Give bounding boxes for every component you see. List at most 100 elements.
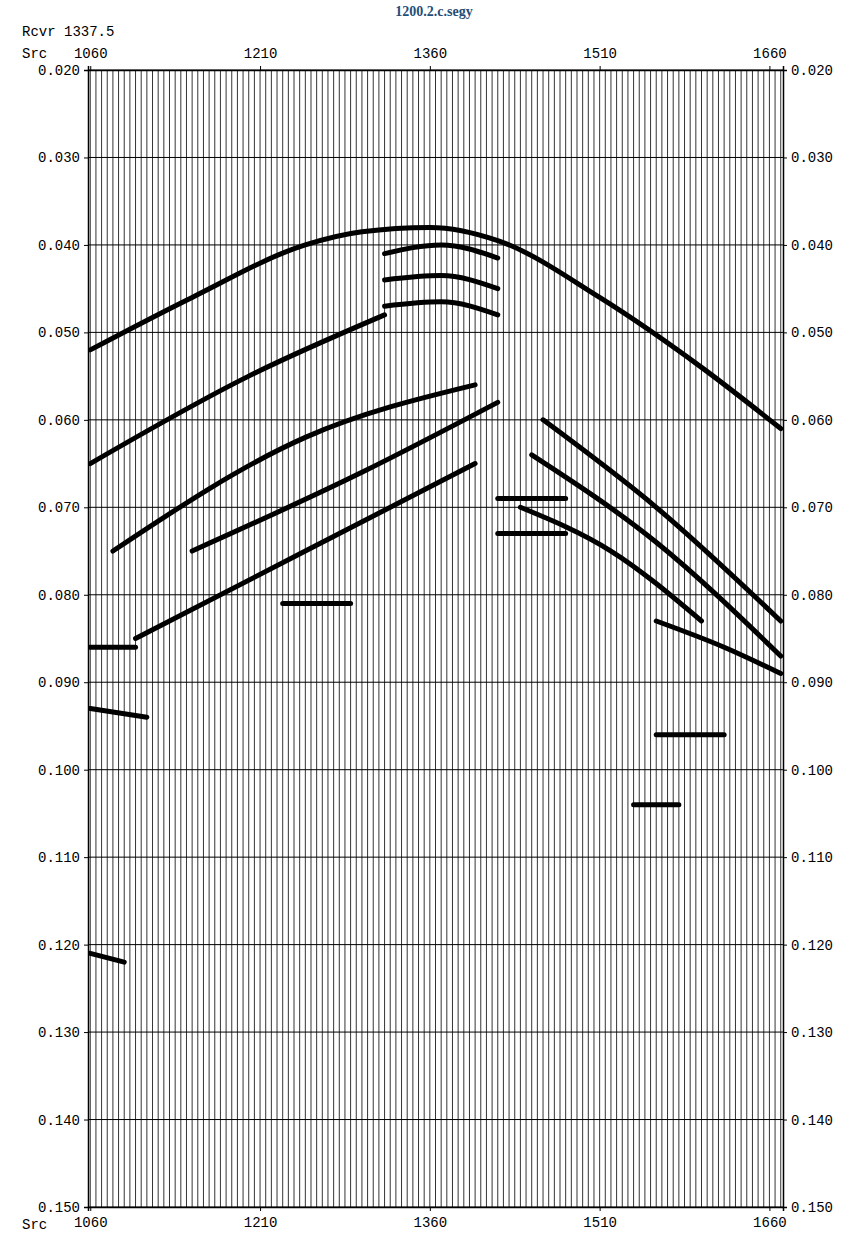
trace — [407, 70, 408, 1207]
tick-label: 0.150 — [38, 1200, 80, 1216]
trace — [226, 70, 227, 1207]
event — [532, 455, 781, 656]
tick-mark — [90, 66, 91, 70]
event — [90, 645, 135, 650]
tick-mark — [430, 66, 431, 70]
trace — [678, 70, 679, 1207]
trace — [560, 70, 561, 1207]
trace — [667, 70, 668, 1207]
trace — [469, 70, 470, 1207]
tick-mark — [84, 1207, 88, 1208]
tick-label: 0.130 — [791, 1025, 833, 1041]
trace — [412, 70, 413, 1207]
trace — [129, 70, 130, 1207]
tick-label: 0.110 — [791, 850, 833, 866]
trace — [593, 70, 594, 1207]
trace — [288, 70, 289, 1207]
trace — [548, 70, 549, 1207]
tick: 0.110 — [38, 850, 88, 866]
tick: 0.110 — [783, 850, 833, 866]
tick: 0.150 — [783, 1200, 833, 1216]
tick-label: 0.060 — [38, 413, 80, 429]
trace — [356, 70, 357, 1207]
tick-mark — [783, 595, 787, 596]
tick-mark — [84, 770, 88, 771]
tick: 0.140 — [38, 1113, 88, 1129]
tick: 0.130 — [38, 1025, 88, 1041]
trace — [350, 70, 351, 1207]
tick: 0.080 — [38, 588, 88, 604]
trace — [192, 70, 193, 1207]
tick-mark — [84, 332, 88, 333]
trace — [294, 70, 295, 1207]
tick: 1360 — [414, 1207, 448, 1231]
trace — [452, 70, 453, 1207]
tick-label: 0.100 — [38, 763, 80, 779]
trace — [265, 70, 266, 1207]
trace — [429, 70, 430, 1207]
trace — [118, 70, 119, 1207]
axis-line — [84, 71, 89, 1208]
trace — [395, 70, 396, 1207]
trace — [180, 70, 181, 1207]
trace — [622, 70, 623, 1207]
event — [498, 531, 566, 536]
tick-label: 0.090 — [38, 675, 80, 691]
trace — [220, 70, 221, 1207]
trace — [741, 70, 742, 1207]
trace — [231, 70, 232, 1207]
tick-mark — [84, 945, 88, 946]
tick-mark — [600, 1207, 601, 1211]
trace — [282, 70, 283, 1207]
tick-mark — [783, 420, 787, 421]
trace — [418, 70, 419, 1207]
tick-label: 1060 — [74, 46, 108, 62]
tick: 0.120 — [783, 938, 833, 954]
corner-value: 1337.5 — [64, 24, 114, 40]
event — [520, 507, 701, 621]
trace — [543, 70, 544, 1207]
title: 1200.2.c.segy — [395, 4, 472, 19]
tick: 0.060 — [38, 413, 88, 429]
event — [90, 953, 124, 962]
tick-label: 0.100 — [791, 763, 833, 779]
tick-label: 0.040 — [791, 238, 833, 254]
trace — [599, 70, 600, 1207]
tick: 0.120 — [38, 938, 88, 954]
tick: 1510 — [583, 46, 617, 70]
tick: 0.020 — [38, 63, 88, 79]
trace — [610, 70, 611, 1207]
trace — [582, 70, 583, 1207]
axis-line — [784, 71, 788, 1208]
trace — [384, 70, 385, 1207]
trace — [435, 70, 436, 1207]
tick-label: 0.050 — [38, 325, 80, 341]
trace — [90, 70, 91, 1207]
tick-mark — [84, 420, 88, 421]
trace — [588, 70, 589, 1207]
y-axis-left: 0.020 0.030 0.040 0.050 0.060 0.070 0.080 0.090… — [38, 63, 89, 1216]
x-axis-top: 10601210136015101660 — [74, 46, 787, 71]
tick-label: 0.070 — [38, 500, 80, 516]
tick-label: 0.080 — [38, 588, 80, 604]
trace — [344, 70, 345, 1207]
axis-line — [89, 1208, 784, 1212]
tick: 0.040 — [38, 238, 88, 254]
trace — [401, 70, 402, 1207]
tick-label: 1510 — [583, 46, 617, 62]
trace — [463, 70, 464, 1207]
tick-label: 1660 — [753, 1215, 787, 1231]
tick-mark — [84, 157, 88, 158]
tick: 0.030 — [38, 150, 88, 166]
trace — [758, 70, 759, 1207]
tick: 0.050 — [783, 325, 833, 341]
tick: 1660 — [753, 1207, 787, 1231]
trace — [260, 70, 261, 1207]
tick-label: 1510 — [583, 1215, 617, 1231]
event — [385, 245, 498, 258]
tick-label: 0.140 — [38, 1113, 80, 1129]
tick-mark — [783, 770, 787, 771]
trace — [390, 70, 391, 1207]
tick: 0.060 — [783, 413, 833, 429]
trace — [780, 70, 781, 1207]
